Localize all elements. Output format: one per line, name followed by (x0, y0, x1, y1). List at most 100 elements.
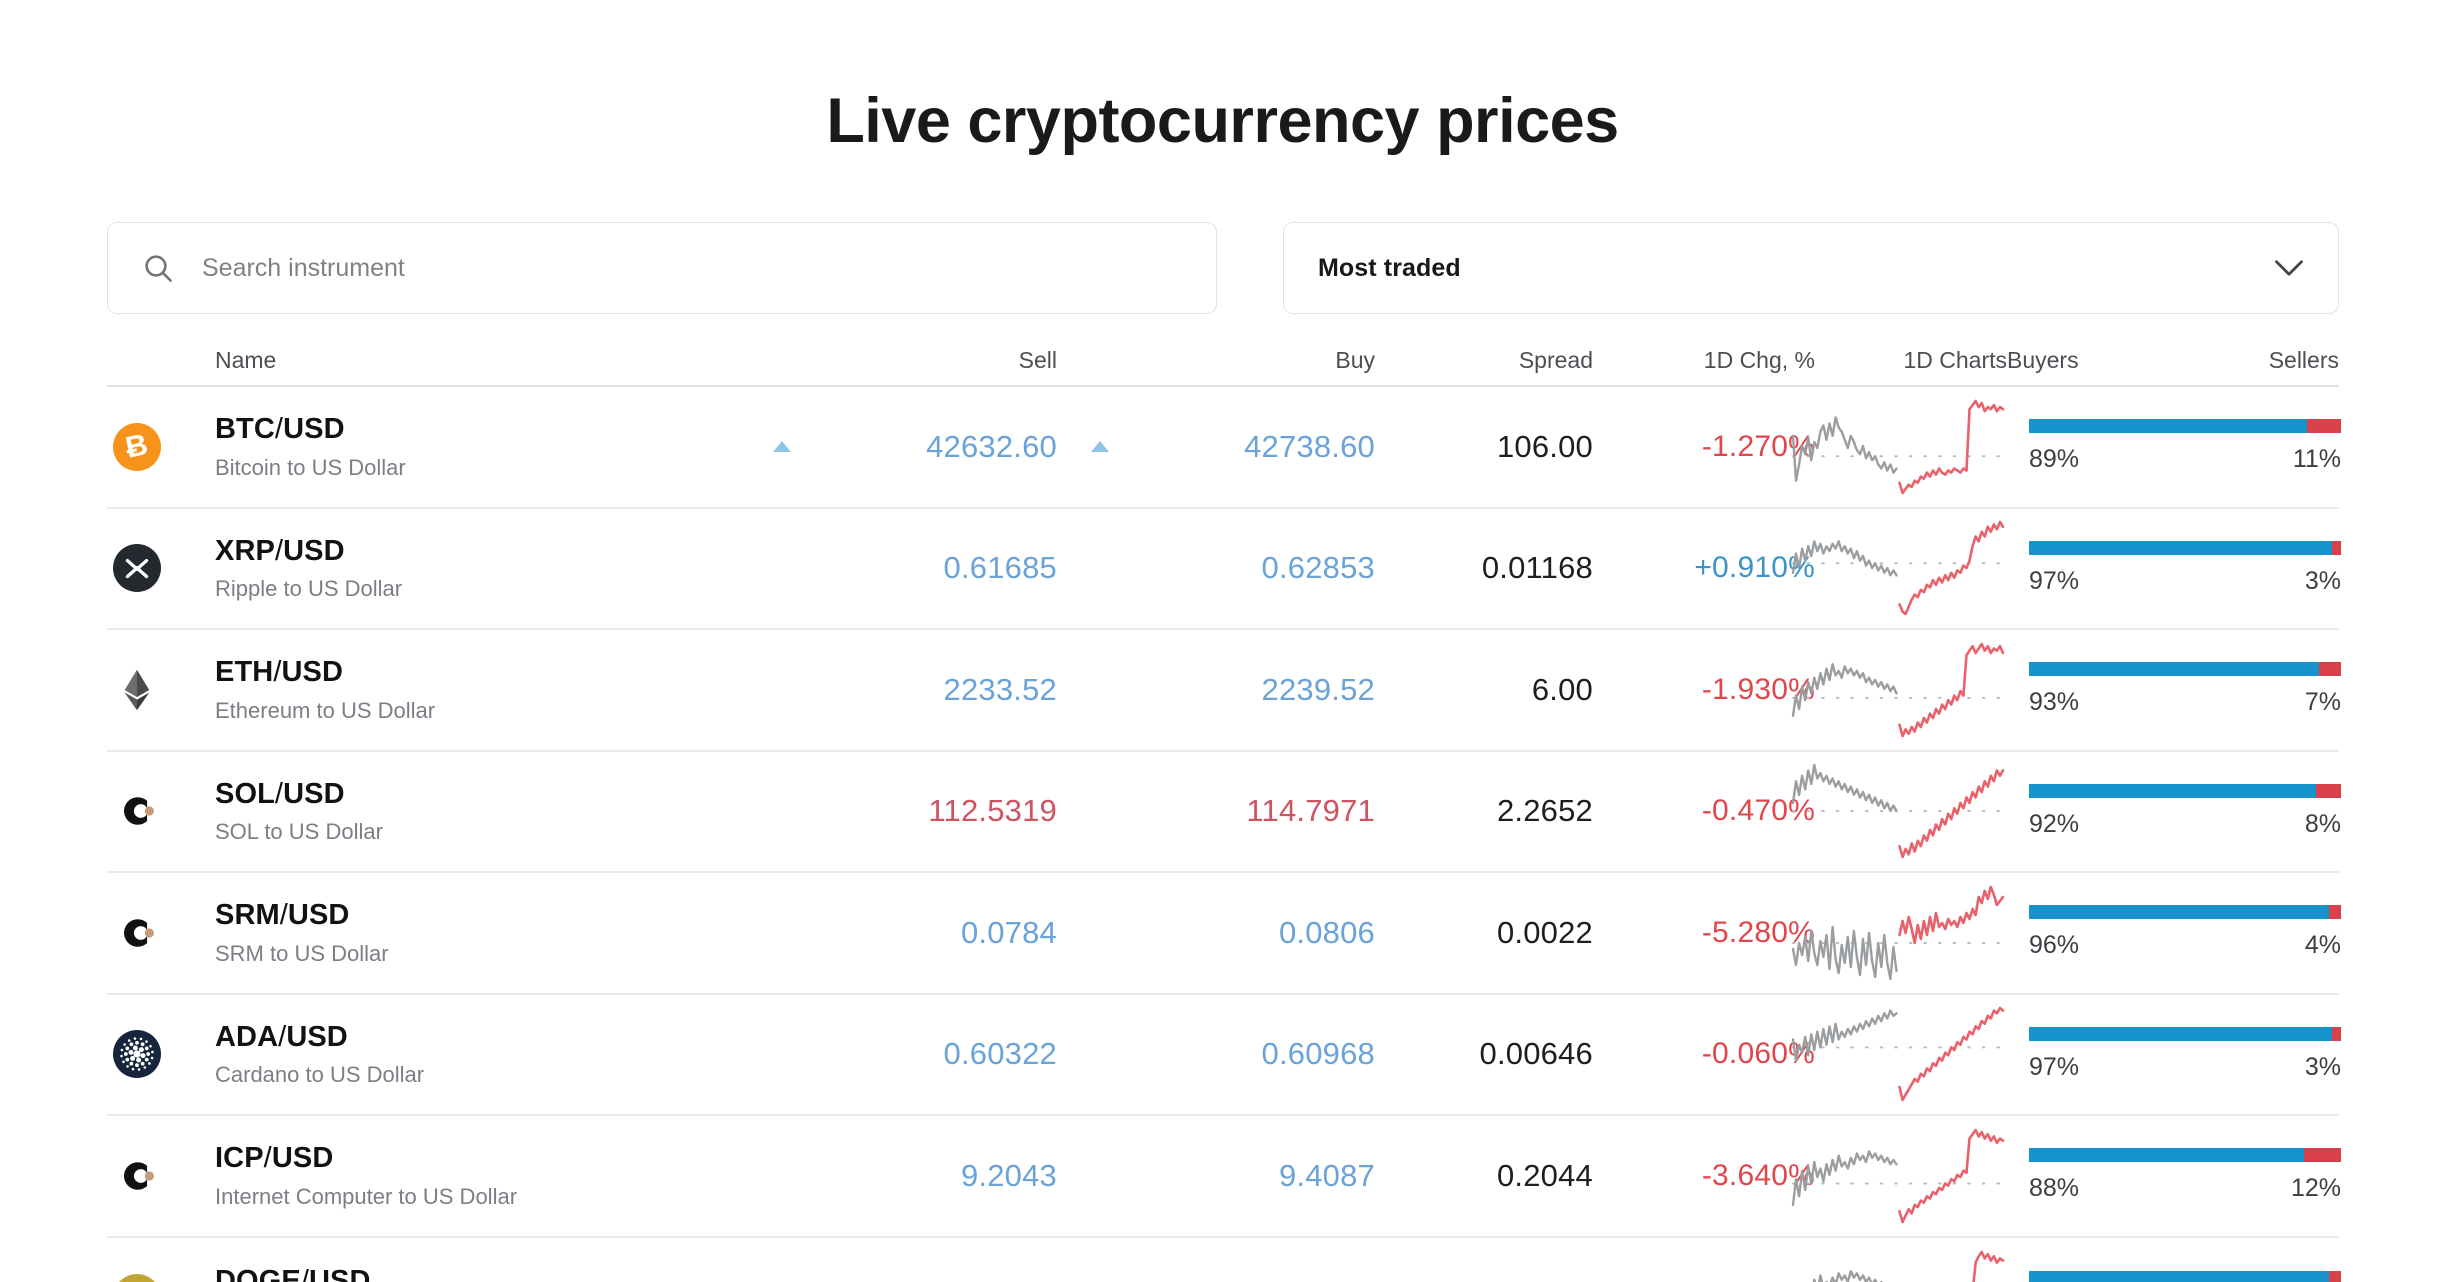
sellers-bar-segment (2328, 905, 2341, 920)
table-row[interactable]: SRM/USD SRM to US Dollar 0.0784 0.0806 0.002… (107, 873, 2341, 995)
instrument-pair: ETH/USD (215, 656, 344, 689)
table-row[interactable]: SOL/USD SOL to US Dollar 112.5319 114.7971 2… (107, 752, 2341, 873)
buyers-bar-segment (2029, 905, 2329, 920)
buyers-sellers-cell: 96%4% (2007, 905, 2341, 960)
instrument-description: Bitcoin to US Dollar (215, 454, 406, 480)
sell-price-value: 2233.52 (943, 671, 1057, 707)
buyers-sellers-cell: 97% 3% (2007, 1026, 2341, 1082)
sparkline-cell[interactable] (1791, 1126, 2007, 1226)
sparkline-cell[interactable] (1791, 761, 2007, 861)
column-header-sell[interactable]: Sell (1018, 347, 1057, 373)
sell-price-value: 9.2043 (960, 1157, 1057, 1193)
table-row[interactable]: ICP/USD Internet Computer to US Dollar 9.2… (107, 1116, 2341, 1238)
instrument-name-cell[interactable]: BTC/USD Bitcoin to US Dollar (215, 413, 745, 480)
table-row[interactable]: Ƀ BTC/USD Bitcoin to US Dollar 42632.60 4273… (107, 387, 2341, 509)
buy-price-value: 114.7971 (1246, 793, 1375, 829)
buy-price-cell[interactable]: 0.60968 (1057, 1036, 1375, 1072)
buyers-bar-segment (2029, 1148, 2304, 1163)
instrument-name-cell[interactable]: ICP/USD Internet Computer to US Dollar (215, 1142, 745, 1209)
sparkline-chart (1791, 1006, 2005, 1102)
buy-price-cell[interactable]: 0.0930742 (1057, 1280, 1375, 1282)
buyers-sellers-cell: 96%4% (2007, 1270, 2341, 1282)
coin-icon-cell (107, 1030, 215, 1079)
instrument-name-cell[interactable]: ADA/USD Cardano to US Dollar (215, 1021, 745, 1088)
sparkline-cell[interactable] (1791, 518, 2007, 618)
instrument-pair: ICP/USD (215, 1142, 334, 1175)
buyers-sellers-legend: 88% 12% (2029, 1174, 2341, 1203)
sell-price-cell[interactable]: 9.2043 (745, 1158, 1057, 1194)
buyers-percent: 88% (2029, 1174, 2080, 1203)
buyers-sellers-bar (2029, 419, 2341, 434)
column-header-change[interactable]: 1D Chg, % (1703, 347, 1815, 373)
search-input[interactable] (200, 248, 1100, 288)
table-header-row: Name Sell Buy Spread 1D Chg, % 1D Charts… (107, 345, 2339, 387)
instrument-name-cell[interactable]: DOGE/USDDogeCoin to US Dollar (215, 1265, 745, 1282)
sell-price-value: 42632.60 (926, 428, 1057, 464)
instrument-description: Ripple to US Dollar (215, 576, 403, 602)
sellers-percent: 8% (2304, 809, 2341, 838)
buy-price-cell[interactable]: 9.4087 (1057, 1158, 1375, 1194)
buy-price-value: 9.4087 (1278, 1157, 1375, 1193)
sell-price-cell[interactable]: 42632.60 (745, 429, 1057, 465)
instrument-name-cell[interactable]: XRP/USD Ripple to US Dollar (215, 535, 745, 602)
column-header-buyers[interactable]: Buyers (2007, 347, 2079, 373)
sparkline-cell[interactable] (1791, 1004, 2007, 1104)
sell-price-cell[interactable]: 0.0784 (745, 915, 1057, 951)
sellers-bar-segment (2319, 662, 2341, 677)
buyers-sellers-bar (2029, 905, 2341, 920)
instrument-description: SOL to US Dollar (215, 819, 383, 845)
column-header-buy[interactable]: Buy (1335, 347, 1375, 373)
controls-bar: Most traded (107, 222, 2339, 314)
change-1d-cell: -1.270% (1701, 429, 1815, 463)
column-header-charts[interactable]: 1D Charts (1903, 347, 2007, 373)
instrument-name-cell[interactable]: SRM/USD SRM to US Dollar (215, 899, 745, 966)
column-header-name[interactable]: Name (215, 347, 277, 373)
chevron-down-icon[interactable] (2274, 259, 2304, 277)
buyers-sellers-bar (2029, 1270, 2341, 1282)
buyers-sellers-legend: 97% 3% (2029, 567, 2341, 596)
buy-price-cell[interactable]: 0.62853 (1057, 550, 1375, 586)
table-row[interactable]: XRP/USD Ripple to US Dollar 0.61685 0.62853… (107, 509, 2341, 630)
sellers-percent: 11% (2292, 445, 2341, 474)
sell-price-value: 0.0917870 (909, 1280, 1057, 1282)
sellers-percent: 3% (2304, 566, 2341, 595)
sparkline-chart (1791, 764, 2005, 859)
spread-cell: 2.2652 (1496, 793, 1593, 829)
sparkline-cell[interactable] (1812, 1248, 2007, 1282)
buyers-sellers-bar (2029, 662, 2341, 677)
sell-price-value: 0.60322 (943, 1036, 1057, 1072)
spread-cell: 0.00646 (1479, 1036, 1593, 1072)
instrument-pair: BTC/USD (215, 413, 345, 446)
table-row[interactable]: Ð DOGE/USDDogeCoin to US Dollar 0.0917870 0… (107, 1238, 2341, 1282)
buyers-percent: 97% (2029, 566, 2080, 595)
column-header-spread[interactable]: Spread (1518, 347, 1593, 373)
sort-select[interactable]: Most traded (1283, 222, 2339, 314)
search-box[interactable] (107, 222, 1217, 314)
buyers-percent: 93% (2029, 688, 2080, 717)
sell-price-value: 112.5319 (928, 793, 1057, 829)
buyers-sellers-bar (2029, 1148, 2341, 1163)
sell-price-cell[interactable]: 0.0917870 (745, 1280, 1057, 1282)
sort-select-value: Most traded (1318, 253, 1461, 282)
cardano-icon (113, 1030, 161, 1079)
ripple-icon (113, 544, 161, 593)
instrument-name-cell[interactable]: SOL/USD SOL to US Dollar (215, 778, 745, 845)
spread-cell: 0.2044 (1496, 1157, 1593, 1193)
sell-price-cell[interactable]: 0.60322 (745, 1036, 1057, 1072)
sparkline-cell[interactable] (1791, 397, 2007, 497)
sell-price-cell[interactable]: 2233.52 (745, 672, 1057, 708)
table-row[interactable]: ADA/USD Cardano to US Dollar 0.60322 0.6096… (107, 995, 2341, 1116)
sparkline-cell[interactable] (1791, 883, 2007, 983)
column-header-sellers[interactable]: Sellers (2268, 347, 2339, 373)
sparkline-cell[interactable] (1791, 640, 2007, 740)
table-row[interactable]: ETH/USD Ethereum to US Dollar 2233.52 2239.… (107, 630, 2341, 752)
instrument-name-cell[interactable]: ETH/USD Ethereum to US Dollar (215, 656, 745, 723)
buy-price-cell[interactable]: 0.0806 (1057, 915, 1375, 951)
sell-price-cell[interactable]: 0.61685 (745, 550, 1057, 586)
buy-price-cell[interactable]: 2239.52 (1057, 672, 1375, 708)
change-1d-cell: -0.470% (1701, 794, 1815, 828)
buy-price-cell[interactable]: 42738.60 (1057, 429, 1375, 465)
buy-price-cell[interactable]: 114.7971 (1057, 793, 1375, 829)
sell-price-cell[interactable]: 112.5319 (745, 793, 1057, 829)
sellers-percent: 3% (2304, 1052, 2341, 1081)
